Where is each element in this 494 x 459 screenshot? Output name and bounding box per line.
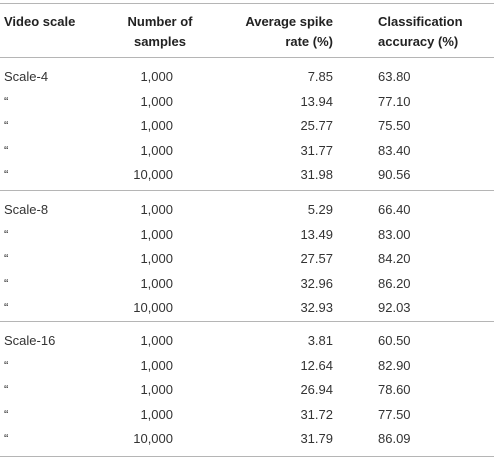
table-cell: 1,000 (140, 142, 173, 158)
table-cell: 13.94 (300, 93, 333, 109)
table-cell: 1,000 (140, 382, 173, 397)
table-cell: 1,000 (140, 226, 173, 242)
table-cell: 92.03 (378, 300, 411, 315)
header-cell: Video scale (4, 14, 76, 29)
table-cell: 83.40 (378, 142, 411, 158)
table-cell: 63.80 (378, 69, 411, 84)
table-cell: 25.77 (300, 118, 333, 133)
header-cell: Classification accuracy (%) (378, 14, 463, 49)
table-cell: Scale-4 (4, 69, 49, 84)
table-cell: 1,000 (140, 251, 173, 266)
table-cell: 60.50 (378, 333, 411, 348)
rule-line (0, 456, 494, 457)
table-cell: “ (4, 226, 9, 242)
table-cell: 27.57 (300, 251, 333, 266)
table-cell: 66.40 (378, 202, 411, 217)
table-cell: 77.50 (378, 406, 411, 422)
table-cell: 1,000 (140, 69, 173, 84)
table-cell: 1,000 (140, 406, 173, 422)
table-cell: 12.64 (300, 357, 333, 373)
table-cell: 83.00 (378, 226, 411, 242)
table-cell: “ (4, 275, 9, 291)
table-cell: “ (4, 167, 9, 182)
table-cell: “ (4, 142, 9, 158)
table-cell: 1,000 (140, 202, 173, 217)
table-cell: 10,000 (133, 300, 173, 315)
table-cell: “ (4, 300, 9, 315)
header-cell: Number of samples (127, 14, 193, 49)
table-cell: Scale-8 (4, 202, 49, 217)
table-cell: 1,000 (140, 333, 173, 348)
table-cell: 13.49 (300, 226, 333, 242)
table-cell: 32.93 (300, 300, 333, 315)
table-cell: 26.94 (300, 382, 333, 397)
table-cell: 31.72 (300, 406, 333, 422)
header-cell: Average spike rate (%) (245, 14, 333, 49)
table-cell: 10,000 (133, 167, 173, 182)
table-cell: 31.79 (300, 431, 333, 446)
table-cell: 31.98 (300, 167, 333, 182)
table-cell: 1,000 (140, 118, 173, 133)
table-cell: “ (4, 357, 9, 373)
rule-line (0, 321, 494, 322)
table-cell: 75.50 (378, 118, 411, 133)
table-cell: 32.96 (300, 275, 333, 291)
table-cell: 7.85 (307, 69, 333, 84)
table-cell: 1,000 (140, 275, 173, 291)
table-cell: 10,000 (133, 431, 173, 446)
table-cell: “ (4, 406, 9, 422)
table-cell: 78.60 (378, 382, 411, 397)
table-cell: 82.90 (378, 357, 411, 373)
table-cell: 3.81 (307, 333, 333, 348)
table-cell: 31.77 (300, 142, 333, 158)
table-cell: “ (4, 251, 9, 266)
table-cell: 1,000 (140, 357, 173, 373)
table-cell: 1,000 (140, 93, 173, 109)
table-cell: 5.29 (307, 202, 333, 217)
table-cell: Scale-16 (4, 333, 56, 348)
table-cell: 86.20 (378, 275, 411, 291)
table-cell: 86.09 (378, 431, 411, 446)
table-cell: 90.56 (378, 167, 411, 182)
table-cell: “ (4, 382, 9, 397)
table-cell: 77.10 (378, 93, 411, 109)
rule-line (0, 57, 494, 58)
rule-line (0, 190, 494, 191)
table-cell: “ (4, 118, 9, 133)
rule-line (0, 3, 494, 4)
table-cell: “ (4, 431, 9, 446)
table-cell: “ (4, 93, 9, 109)
table-cell: 84.20 (378, 251, 411, 266)
